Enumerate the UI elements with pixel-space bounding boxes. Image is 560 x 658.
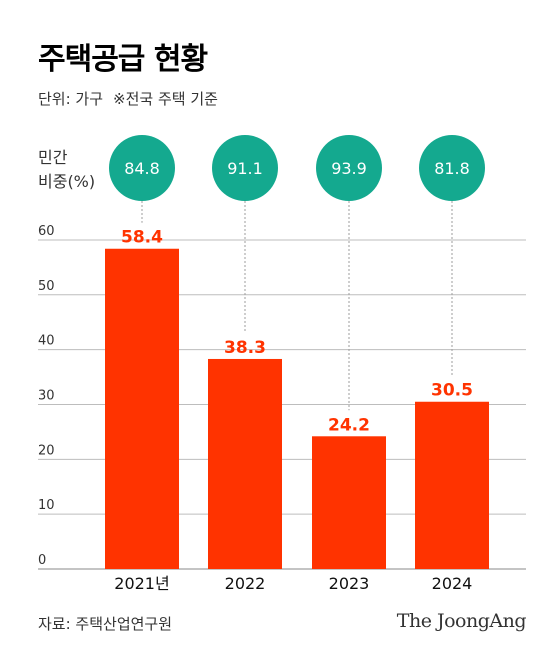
share-circle-1 bbox=[212, 135, 278, 201]
bar-value-label-1: 38.3 bbox=[224, 338, 266, 358]
bar-2024 bbox=[415, 401, 489, 569]
bar-value-label-2: 24.2 bbox=[328, 415, 370, 435]
share-circle-label-2: 93.9 bbox=[331, 159, 367, 178]
scope-note: ※전국 주택 기준 bbox=[113, 90, 218, 108]
y-tick-label-10: 10 bbox=[38, 498, 55, 513]
unit-text: 단위: 가구 bbox=[38, 90, 104, 108]
y-tick-label-30: 30 bbox=[38, 388, 55, 403]
share-circle-label-3: 81.8 bbox=[434, 159, 470, 178]
private-share-label: 민간 비중(%) bbox=[38, 146, 95, 194]
x-tick-label-0: 2021년 bbox=[114, 574, 169, 593]
bar-2023 bbox=[312, 436, 386, 569]
unit-caption: 단위: 가구 ※전국 주택 기준 bbox=[38, 88, 218, 109]
private-share-label-line2: 비중(%) bbox=[38, 172, 96, 191]
bar-value-label-0: 58.4 bbox=[121, 228, 163, 248]
bar-2021년 bbox=[105, 248, 179, 569]
share-circle-label-1: 91.1 bbox=[227, 159, 263, 178]
bar-value-label-3: 30.5 bbox=[431, 381, 473, 401]
y-tick-label-0: 0 bbox=[38, 553, 46, 568]
y-tick-label-20: 20 bbox=[38, 443, 55, 458]
bar-2022 bbox=[208, 358, 282, 569]
y-tick-label-60: 60 bbox=[38, 224, 55, 239]
private-share-label-line1: 민간 bbox=[38, 148, 68, 167]
share-circle-2 bbox=[316, 135, 382, 201]
share-circle-3 bbox=[419, 135, 485, 201]
publisher-logo: The JoongAng bbox=[396, 610, 527, 632]
x-tick-label-1: 2022 bbox=[225, 574, 266, 593]
share-circle-label-0: 84.8 bbox=[124, 159, 160, 178]
chart-title: 주택공급 현황 bbox=[38, 42, 208, 77]
share-circle-0 bbox=[109, 135, 175, 201]
x-tick-label-3: 2024 bbox=[432, 574, 473, 593]
source-caption: 자료: 주택산업연구원 bbox=[38, 615, 173, 633]
y-tick-label-40: 40 bbox=[38, 334, 55, 349]
y-tick-label-50: 50 bbox=[38, 279, 55, 294]
x-tick-label-2: 2023 bbox=[329, 574, 370, 593]
